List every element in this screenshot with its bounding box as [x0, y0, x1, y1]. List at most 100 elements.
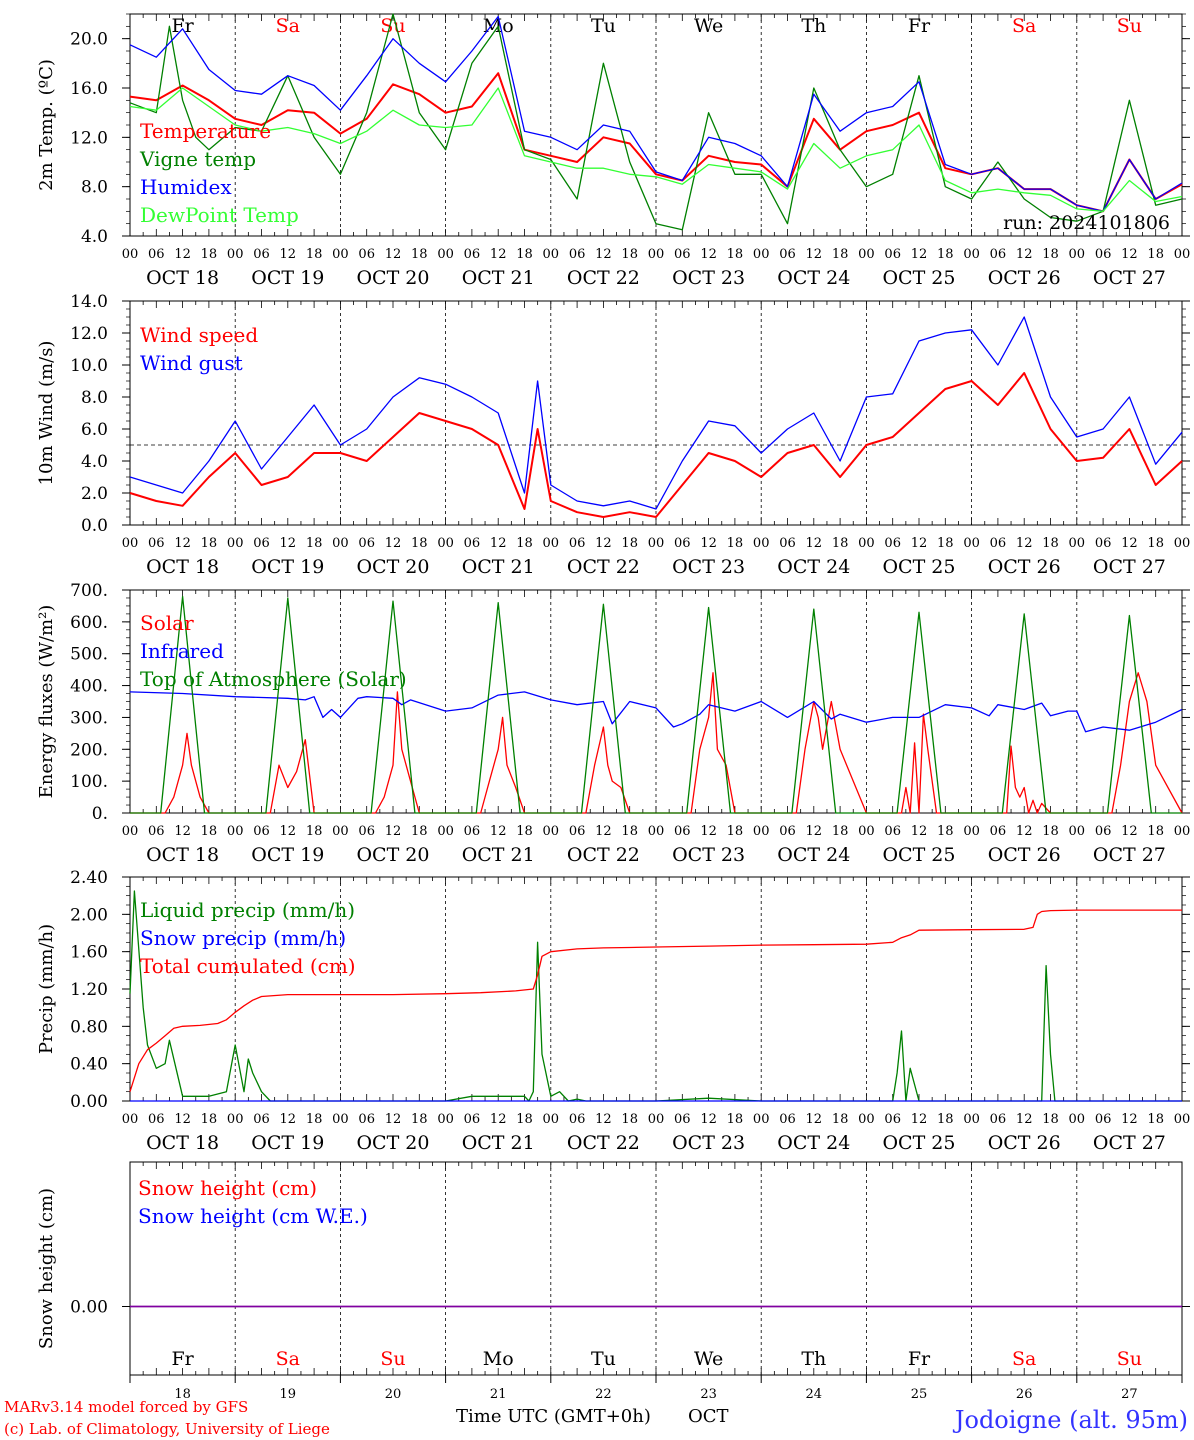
- hour-tick-label: 12: [595, 824, 612, 839]
- date-label: OCT 19: [251, 1132, 324, 1154]
- date-label: OCT 25: [882, 267, 955, 289]
- day-number-label: 25: [911, 1387, 928, 1402]
- hour-tick-label: 12: [1016, 536, 1033, 551]
- y-tick-label: 600.: [70, 613, 108, 633]
- hour-tick-label: 06: [464, 247, 481, 262]
- series-line-2: [129, 316, 1183, 510]
- y-tick-label: 1.20: [70, 980, 108, 1000]
- y-tick-label: 0.00: [70, 1298, 108, 1318]
- hour-tick-label: 06: [569, 1112, 586, 1127]
- hour-tick-label: 18: [727, 247, 744, 262]
- legend-entry: Snow height (cm): [138, 1176, 317, 1200]
- hour-tick-label: 00: [858, 824, 875, 839]
- hour-tick-label: 12: [806, 1112, 823, 1127]
- meteogram-panels: 4.0 8.0 12.0 16.0 20.0 2m Temp. (ºC) Fr Sa Su Mo T…: [36, 13, 1190, 1402]
- hour-tick-label: 18: [621, 1112, 638, 1127]
- date-label: OCT 24: [777, 1132, 850, 1154]
- hour-tick-label: 06: [253, 1112, 270, 1127]
- hour-tick-label: 06: [464, 824, 481, 839]
- panel-5: 0.00 Snow height (cm) Snow height (cm) Snow…: [36, 1161, 1190, 1402]
- legend-entry: Top of Atmosphere (Solar): [140, 667, 407, 691]
- date-label: OCT 25: [882, 1132, 955, 1154]
- hour-tick-label: 00: [1069, 247, 1086, 262]
- y-tick-label: 0.80: [70, 1017, 108, 1037]
- plot-frame: [129, 300, 1183, 526]
- hour-tick-label: 18: [832, 1112, 849, 1127]
- hour-tick-label: 12: [1121, 536, 1138, 551]
- hour-tick-label: 06: [884, 824, 901, 839]
- meteogram-footer: MARv3.14 model forced by GFS (c) Lab. of…: [4, 1398, 1188, 1438]
- hour-tick-label: 12: [280, 1112, 297, 1127]
- panel-3: 0. 100. 200. 300. 400. 500. 600. 700. Energy flu…: [36, 581, 1190, 866]
- date-label: OCT 26: [988, 1132, 1061, 1154]
- hour-tick-label: 12: [385, 1112, 402, 1127]
- hour-tick-label: 06: [990, 247, 1007, 262]
- date-label: OCT 19: [251, 844, 324, 866]
- hour-tick-label: 18: [1042, 1112, 1059, 1127]
- y-tick-label: 0.0: [81, 516, 108, 536]
- hour-tick-label: 06: [148, 1112, 165, 1127]
- weekday-label: Sa: [276, 15, 300, 37]
- hour-tick-label: 00: [1174, 824, 1191, 839]
- series-line-1: [130, 672, 1183, 814]
- time-axis-label: Time UTC (GMT+0h): [456, 1406, 651, 1427]
- hour-tick-label: 18: [516, 536, 533, 551]
- hour-tick-label: 12: [1121, 824, 1138, 839]
- hour-tick-label: 00: [543, 247, 560, 262]
- date-label: OCT 18: [146, 556, 219, 578]
- hour-tick-label: 12: [700, 824, 717, 839]
- y-tick-label: 16.0: [70, 79, 108, 99]
- hour-tick-label: 06: [253, 247, 270, 262]
- series-line-3: [129, 15, 1183, 212]
- weekday-label: Su: [1117, 1348, 1142, 1370]
- y-tick-label: 300.: [70, 708, 108, 728]
- hour-tick-label: 00: [122, 247, 139, 262]
- series-line-1: [129, 372, 1183, 518]
- hour-tick-label: 12: [806, 247, 823, 262]
- hour-tick-label: 12: [174, 824, 191, 839]
- y-tick-label: 500.: [70, 645, 108, 665]
- hour-tick-label: 00: [227, 1112, 244, 1127]
- weekday-label: Th: [801, 15, 826, 37]
- hour-tick-label: 06: [148, 247, 165, 262]
- hour-tick-label: 06: [674, 247, 691, 262]
- y-tick-label: 4.0: [81, 452, 108, 472]
- hour-tick-label: 12: [911, 536, 928, 551]
- hour-tick-label: 06: [1095, 824, 1112, 839]
- hour-tick-label: 18: [727, 1112, 744, 1127]
- y-tick-label: 0.00: [70, 1092, 108, 1112]
- hour-tick-label: 00: [963, 824, 980, 839]
- hour-tick-label: 06: [779, 247, 796, 262]
- hour-tick-label: 18: [306, 536, 323, 551]
- hour-tick-label: 12: [490, 1112, 507, 1127]
- date-label: OCT 24: [777, 267, 850, 289]
- hour-tick-label: 18: [516, 824, 533, 839]
- y-tick-label: 1.60: [70, 943, 108, 963]
- hour-tick-label: 12: [700, 247, 717, 262]
- day-number-label: 19: [280, 1387, 297, 1402]
- hour-tick-label: 06: [990, 824, 1007, 839]
- day-number-label: 26: [1016, 1387, 1033, 1402]
- weekday-label: Fr: [171, 1348, 194, 1370]
- panel-1: 4.08.012.016.020.02m Temp. (ºC)Fr Sa Su Mo T…: [36, 13, 1190, 289]
- y-tick-label: 6.0: [81, 420, 108, 440]
- y-tick-label: 12.0: [70, 324, 108, 344]
- legend-entry: DewPoint Temp: [140, 203, 299, 227]
- y-axis-label: Precip (mm/h): [36, 924, 57, 1054]
- hour-tick-label: 12: [385, 536, 402, 551]
- hour-tick-label: 18: [621, 536, 638, 551]
- hour-tick-label: 18: [937, 1112, 954, 1127]
- hour-tick-label: 00: [648, 536, 665, 551]
- day-number-label: 18: [174, 1387, 191, 1402]
- hour-tick-label: 12: [700, 536, 717, 551]
- weekday-label: We: [694, 1348, 723, 1370]
- hour-tick-label: 18: [201, 824, 218, 839]
- hour-tick-label: 12: [1016, 1112, 1033, 1127]
- hour-tick-label: 00: [1069, 536, 1086, 551]
- hour-tick-label: 12: [280, 824, 297, 839]
- y-tick-label: 8.0: [81, 178, 108, 198]
- hour-tick-label: 00: [753, 536, 770, 551]
- hour-tick-label: 12: [280, 536, 297, 551]
- hour-tick-label: 06: [569, 247, 586, 262]
- date-label: OCT 25: [882, 844, 955, 866]
